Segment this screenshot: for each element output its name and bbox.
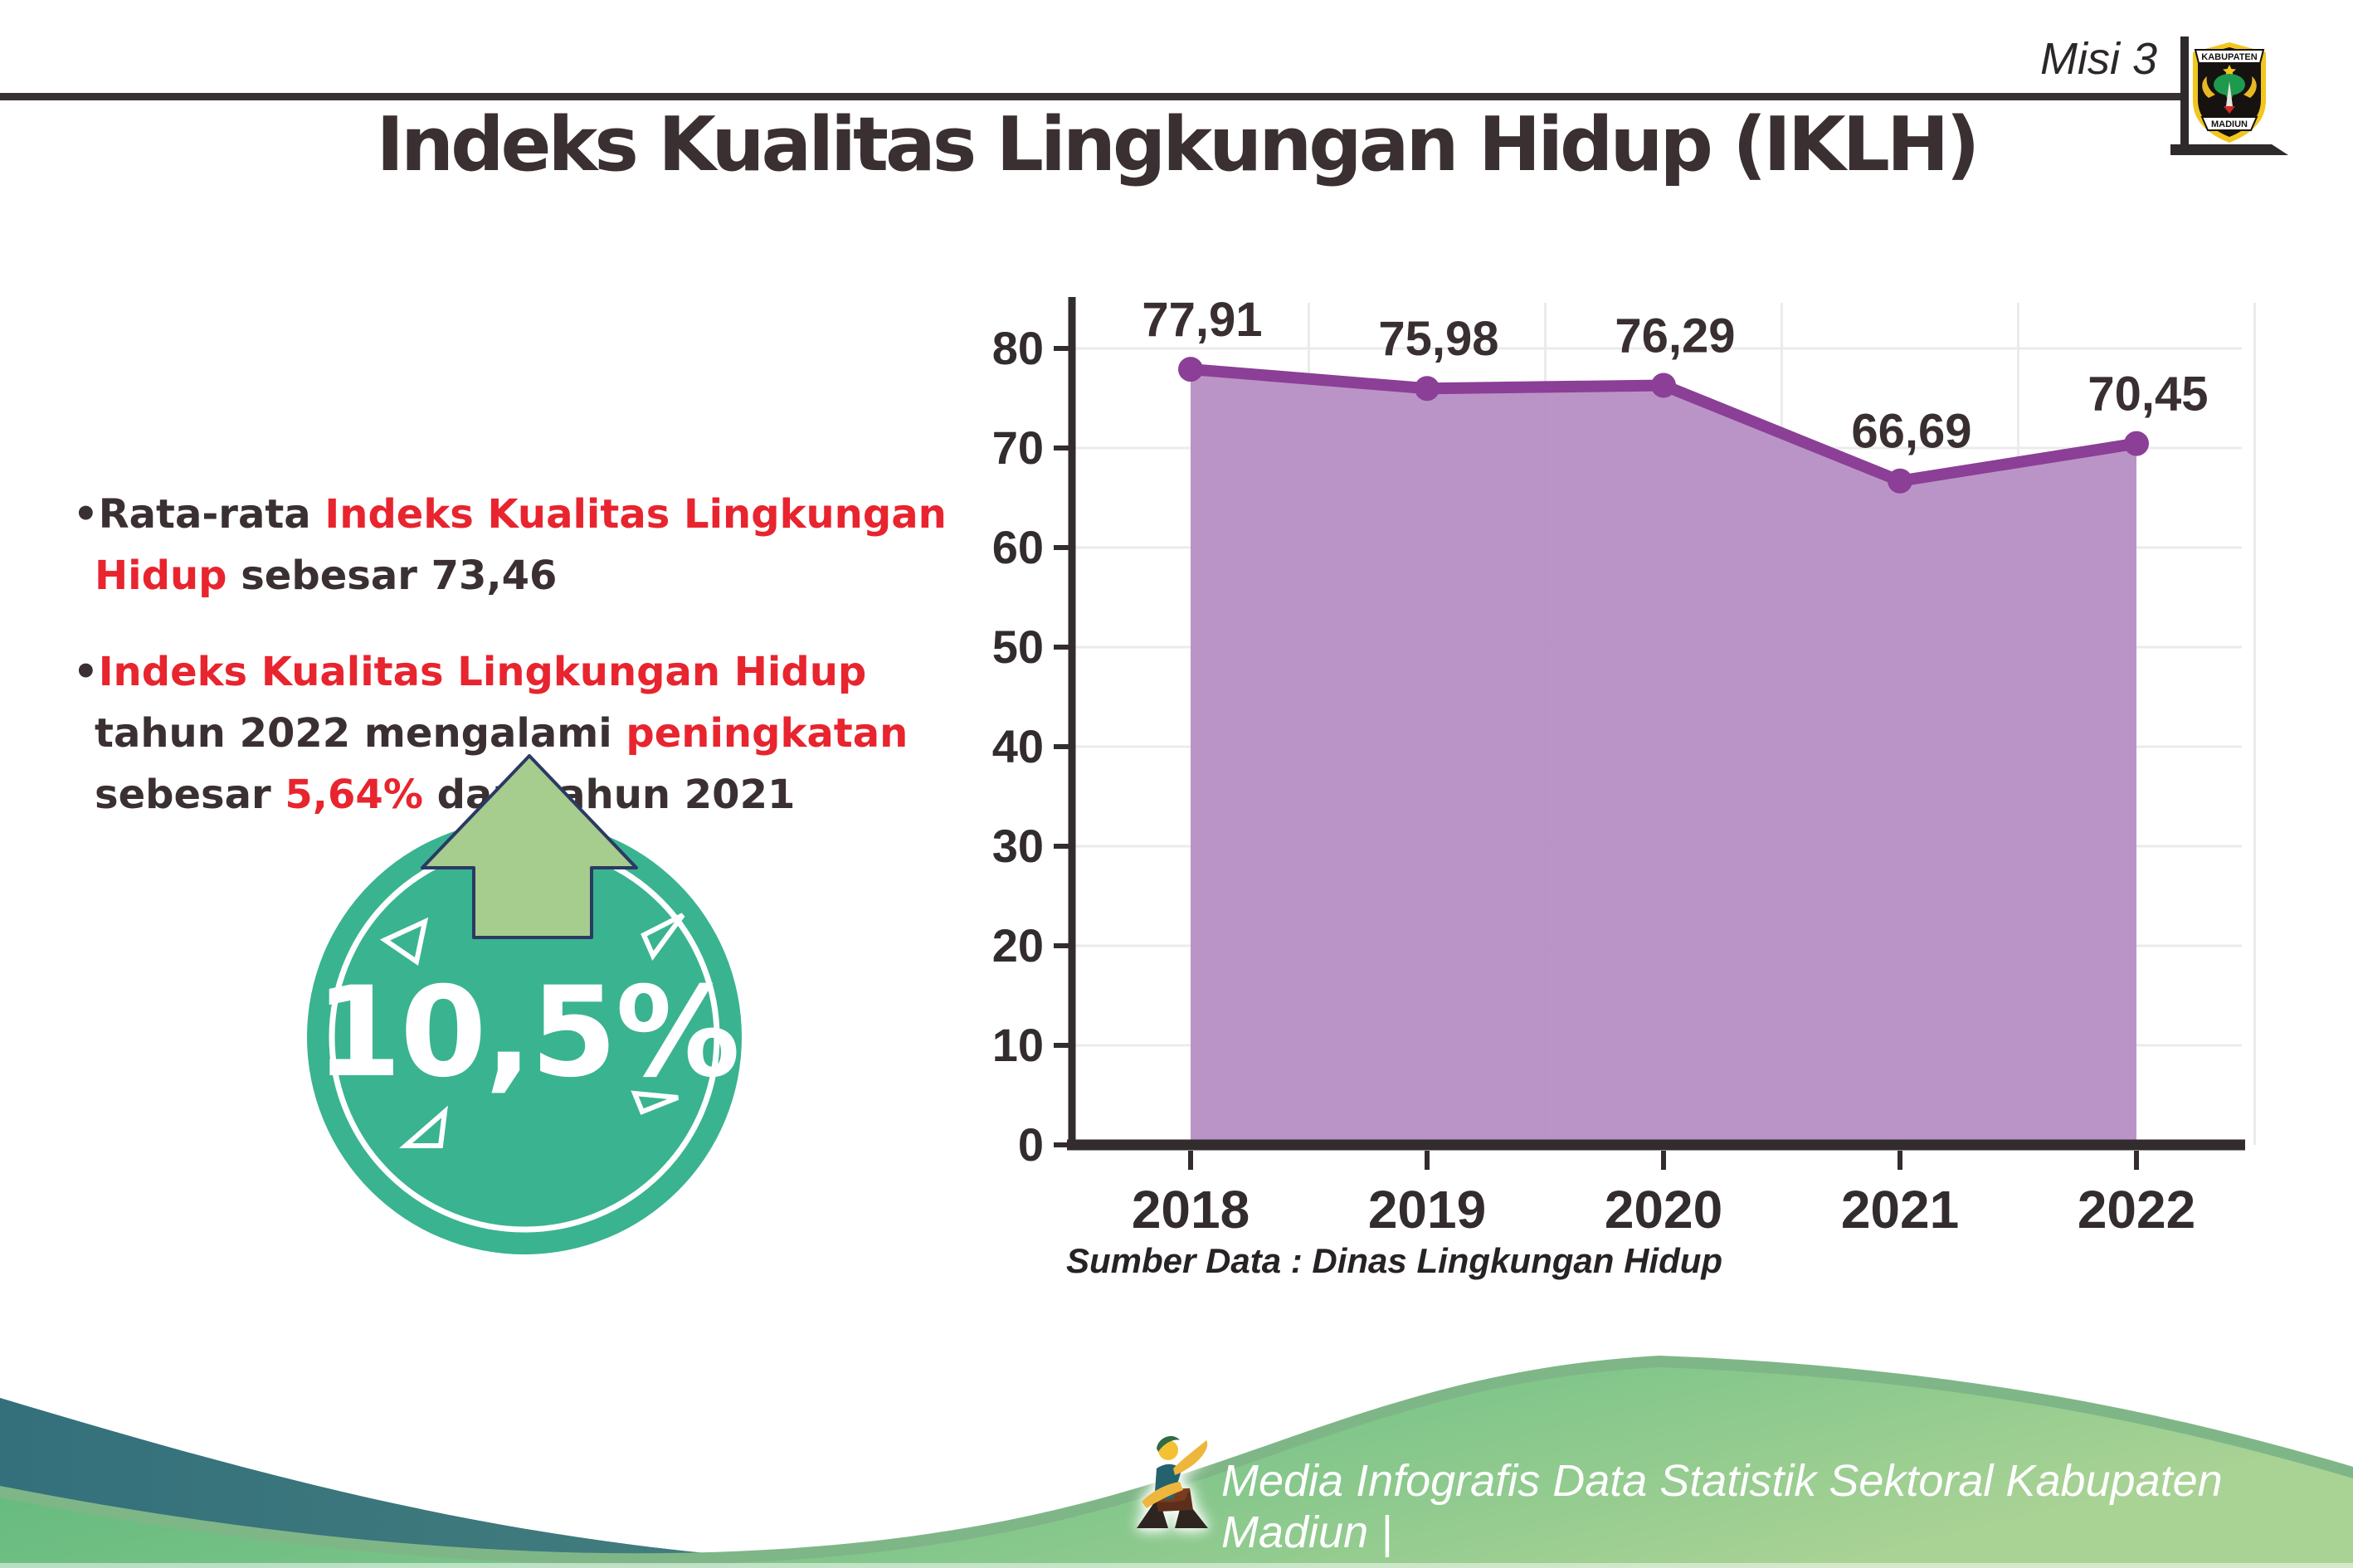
bullet-text-segment: Indeks Kualitas Lingkungan Hidup xyxy=(98,648,867,695)
silat-mascot-icon xyxy=(1137,1436,1208,1528)
bullet-text-segment: sebesar xyxy=(95,771,285,818)
footer-wave-decoration xyxy=(0,1356,2353,1568)
logo-right-wing xyxy=(2243,76,2257,98)
logo-bottom-text: MADIUN xyxy=(2211,119,2248,129)
x-axis-year-label: 2022 xyxy=(2078,1180,2195,1239)
bullet-list: •Rata-rata Indeks Kualitas Lingkungan Hi… xyxy=(73,485,973,861)
up-arrow-icon xyxy=(421,754,638,939)
increase-badge xyxy=(307,754,742,1254)
bullet-item: •Rata-rata Indeks Kualitas Lingkungan Hi… xyxy=(73,485,973,607)
bullet-marker: • xyxy=(73,491,99,538)
data-point-label: 77,91 xyxy=(1142,293,1262,347)
logo-frame-bottom-bar xyxy=(2170,144,2288,155)
bullet-text-segment: peningkatan xyxy=(626,709,909,757)
mascot-lower-arm xyxy=(1142,1482,1183,1508)
y-axis-tick-label: 70 xyxy=(992,421,1044,474)
y-axis-tick-label: 30 xyxy=(992,820,1044,872)
misi-label: Misi 3 xyxy=(2039,34,2157,84)
footer-credit-text: Media Infografis Data Statistik Sektoral… xyxy=(1221,1456,2223,1557)
kabupaten-madiun-logo: KABUPATEN MADIUN xyxy=(2193,42,2266,143)
x-axis-year-label: 2021 xyxy=(1841,1180,1959,1239)
increase-percentage-value: 10,5% xyxy=(314,961,740,1105)
badge-triangle-lower-right xyxy=(631,1090,680,1115)
y-axis-tick-label: 60 xyxy=(992,521,1044,573)
y-axis-tick-label: 0 xyxy=(1018,1118,1044,1171)
logo-star xyxy=(2223,65,2236,77)
y-axis-tick-label: 10 xyxy=(992,1019,1044,1071)
logo-tree-trunk xyxy=(2226,81,2233,106)
logo-frame-vertical-line xyxy=(2180,37,2189,153)
badge-triangle-lower-left xyxy=(398,1105,448,1148)
x-axis-year-label: 2019 xyxy=(1368,1180,1486,1239)
data-point xyxy=(1888,468,1912,494)
data-point xyxy=(1415,376,1440,402)
data-point-label: 66,69 xyxy=(1851,405,1971,459)
data-point xyxy=(2124,431,2149,456)
bullet-text-segment: tahun 2022 mengalami xyxy=(95,709,626,757)
iklh-area-chart: 0 10 20 30 40 50 60 70 80 2018 77,91 2019 75,98 2020 7… xyxy=(992,293,2256,1239)
logo-top-text: KABUPATEN xyxy=(2201,52,2257,62)
data-point-label: 70,45 xyxy=(2087,368,2208,421)
bullet-text-segment: Indeks Kualitas Lingkungan Hidup xyxy=(95,491,947,599)
area-fill xyxy=(1191,369,2136,1146)
y-axis-tick-label: 20 xyxy=(992,919,1044,971)
logo-bottom-ribbon xyxy=(2200,116,2258,131)
header-divider-line xyxy=(0,93,2182,100)
bullet-text-segment: 5,64% xyxy=(285,771,423,818)
data-point xyxy=(1178,357,1203,382)
footer-green-wave xyxy=(0,1367,2353,1568)
page-title: Indeks Kualitas Lingkungan Hidup (IKLH) xyxy=(376,101,1980,188)
chart-source-note: Sumber Data : Dinas Lingkungan Hidup xyxy=(1066,1241,1723,1280)
y-axis-tick-label: 50 xyxy=(992,621,1044,673)
mascot-raised-arm xyxy=(1173,1440,1208,1475)
data-point xyxy=(1651,373,1676,398)
badge-triangle-upper-left xyxy=(379,917,429,967)
bullet-text-segment: Rata-rata xyxy=(98,491,325,538)
x-axis-year-label: 2018 xyxy=(1132,1180,1250,1239)
footer-bottom-strip xyxy=(0,1563,2353,1568)
logo-small-shield xyxy=(2224,106,2235,114)
bullet-marker: • xyxy=(73,648,99,695)
data-point-label: 76,29 xyxy=(1615,309,1735,363)
logo-left-wing xyxy=(2202,76,2215,98)
y-axis-tick-label: 40 xyxy=(992,720,1044,772)
data-point-label: 75,98 xyxy=(1378,312,1498,366)
y-axis-tick-label: 80 xyxy=(992,322,1044,374)
x-axis-year-label: 2020 xyxy=(1605,1180,1722,1239)
logo-top-ribbon xyxy=(2194,49,2265,64)
mascot-headband xyxy=(1157,1436,1180,1452)
bullet-text-segment: sebesar 73,46 xyxy=(227,552,558,599)
bullet-item: •Indeks Kualitas Lingkungan Hidup tahun … xyxy=(73,642,973,826)
badge-triangle-upper-right xyxy=(641,913,685,961)
